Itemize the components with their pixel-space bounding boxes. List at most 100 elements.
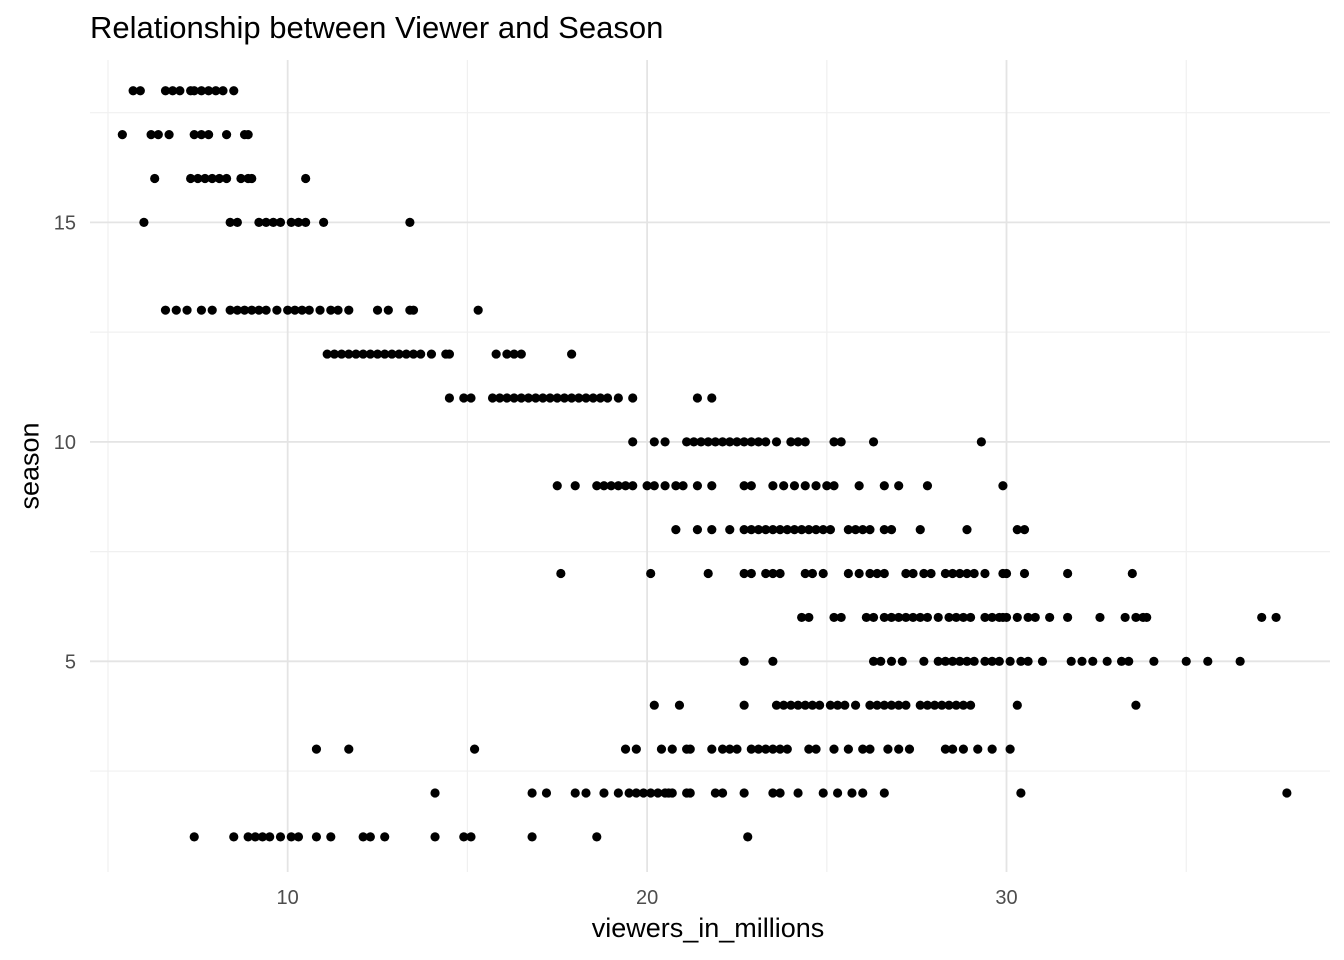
data-point bbox=[1016, 656, 1026, 666]
data-point bbox=[628, 437, 638, 447]
x-tick-label: 30 bbox=[995, 887, 1017, 909]
data-point bbox=[229, 86, 239, 96]
data-point bbox=[139, 217, 149, 227]
data-point bbox=[739, 788, 749, 798]
data-point bbox=[247, 173, 257, 184]
data-point bbox=[667, 788, 677, 798]
data-point bbox=[466, 393, 476, 403]
data-point bbox=[444, 349, 455, 359]
data-point bbox=[739, 656, 749, 666]
data-point bbox=[344, 305, 354, 315]
data-point bbox=[1120, 612, 1130, 623]
data-point bbox=[631, 788, 641, 798]
data-point bbox=[1063, 612, 1073, 623]
data-point bbox=[275, 832, 286, 842]
data-point bbox=[746, 481, 756, 491]
data-point bbox=[660, 481, 670, 491]
data-point bbox=[861, 612, 871, 623]
y-axis-ticks: 5 10 15 bbox=[54, 212, 76, 673]
data-point bbox=[531, 393, 541, 403]
data-point bbox=[1005, 744, 1015, 754]
data-point bbox=[261, 305, 271, 315]
data-point bbox=[987, 656, 997, 666]
data-point bbox=[401, 349, 411, 359]
data-point bbox=[883, 744, 893, 754]
data-point bbox=[1012, 525, 1022, 535]
data-point bbox=[567, 393, 577, 403]
data-point bbox=[685, 744, 695, 754]
data-point bbox=[865, 744, 875, 754]
data-point bbox=[965, 612, 976, 623]
data-point bbox=[595, 393, 605, 403]
data-point bbox=[775, 568, 785, 579]
data-point bbox=[854, 568, 864, 579]
data-point bbox=[516, 393, 526, 403]
data-point bbox=[293, 217, 304, 227]
data-point bbox=[620, 481, 631, 491]
data-point bbox=[973, 744, 983, 754]
data-point bbox=[843, 744, 853, 754]
data-point bbox=[847, 788, 857, 798]
data-point bbox=[987, 744, 997, 754]
data-point bbox=[1124, 656, 1134, 666]
data-point bbox=[746, 525, 756, 535]
data-point bbox=[150, 173, 160, 184]
data-point bbox=[1037, 656, 1048, 666]
data-point bbox=[962, 525, 972, 535]
data-point bbox=[879, 568, 889, 579]
data-point bbox=[879, 481, 889, 491]
data-point bbox=[502, 393, 512, 403]
data-point bbox=[951, 612, 961, 623]
data-point bbox=[753, 525, 764, 535]
data-point bbox=[786, 437, 796, 447]
data-point bbox=[840, 700, 850, 710]
data-point bbox=[1271, 612, 1281, 623]
data-point bbox=[196, 130, 207, 140]
data-point bbox=[908, 568, 918, 579]
data-point bbox=[948, 568, 958, 579]
data-point bbox=[1203, 656, 1213, 666]
data-point bbox=[998, 481, 1008, 491]
data-point bbox=[829, 437, 839, 447]
data-point bbox=[656, 744, 667, 754]
data-point bbox=[380, 832, 390, 842]
data-point bbox=[570, 481, 580, 491]
data-point bbox=[707, 744, 717, 754]
data-point bbox=[387, 349, 397, 359]
data-point bbox=[232, 217, 242, 227]
data-point bbox=[290, 305, 300, 315]
data-point bbox=[196, 86, 207, 96]
data-point bbox=[380, 349, 390, 359]
data-point bbox=[459, 832, 469, 842]
data-point bbox=[955, 568, 965, 579]
data-point bbox=[588, 393, 598, 403]
data-point bbox=[761, 525, 771, 535]
data-point bbox=[128, 86, 138, 96]
data-point bbox=[922, 612, 933, 623]
data-point bbox=[793, 788, 803, 798]
data-point bbox=[732, 437, 742, 447]
data-point bbox=[207, 173, 217, 184]
data-point bbox=[865, 700, 875, 710]
data-point bbox=[797, 612, 807, 623]
data-point bbox=[344, 744, 354, 754]
data-point bbox=[786, 700, 796, 710]
data-point bbox=[286, 832, 296, 842]
data-point bbox=[495, 393, 505, 403]
data-point bbox=[811, 481, 821, 491]
data-point bbox=[922, 700, 933, 710]
data-point bbox=[1005, 656, 1015, 666]
data-point bbox=[628, 481, 638, 491]
data-point bbox=[1001, 568, 1012, 579]
data-point bbox=[886, 612, 897, 623]
data-point bbox=[958, 700, 968, 710]
data-point bbox=[843, 568, 853, 579]
data-point bbox=[502, 349, 512, 359]
data-point bbox=[646, 788, 656, 798]
data-point bbox=[1066, 656, 1076, 666]
data-point bbox=[304, 305, 314, 315]
data-point bbox=[951, 700, 961, 710]
data-point bbox=[800, 568, 810, 579]
data-point bbox=[915, 525, 925, 535]
data-point bbox=[311, 832, 322, 842]
